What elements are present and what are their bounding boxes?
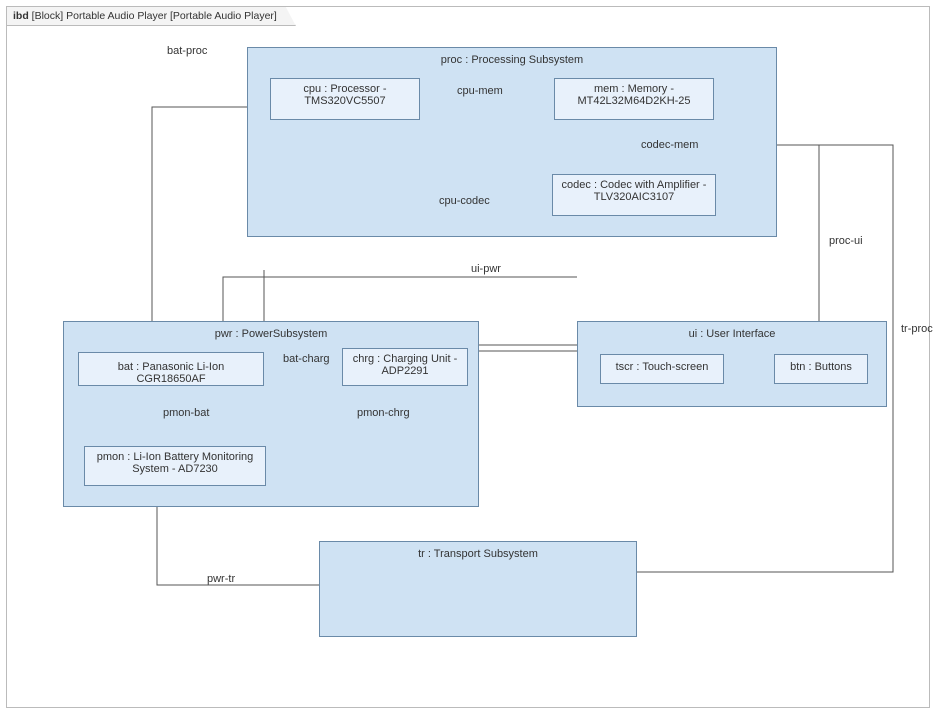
block-pmon[interactable]: pmon : Li-Ion Battery Monitoring System … bbox=[84, 446, 266, 486]
frame-name: [Portable Audio Player] bbox=[170, 10, 277, 22]
block-codec-title: codec : Codec with Amplifier - TLV320AIC… bbox=[553, 175, 715, 207]
frame-tab: ibd [Block] Portable Audio Player [Porta… bbox=[7, 7, 296, 26]
block-tscr[interactable]: tscr : Touch-screen bbox=[600, 354, 724, 384]
block-cpu-title: cpu : Processor - TMS320VC5507 bbox=[271, 79, 419, 111]
block-tr-title: tr : Transport Subsystem bbox=[320, 548, 636, 560]
diagram-frame: ibd [Block] Portable Audio Player [Porta… bbox=[6, 6, 930, 708]
block-pwr-title: pwr : PowerSubsystem bbox=[64, 328, 478, 340]
edge-label-cpu-codec: cpu-codec bbox=[439, 195, 490, 207]
block-codec[interactable]: codec : Codec with Amplifier - TLV320AIC… bbox=[552, 174, 716, 216]
block-bat[interactable]: bat : Panasonic Li-Ion CGR18650AF bbox=[78, 352, 264, 386]
block-ui[interactable]: ui : User Interface tscr : Touch-screen … bbox=[577, 321, 887, 407]
edge-label-pmon-chrg: pmon-chrg bbox=[357, 407, 410, 419]
block-pmon-title: pmon : Li-Ion Battery Monitoring System … bbox=[85, 447, 265, 479]
edge-label-codec-mem: codec-mem bbox=[641, 139, 698, 151]
block-tr[interactable]: tr : Transport Subsystem bbox=[319, 541, 637, 637]
edge-label-pwr-tr: pwr-tr bbox=[207, 573, 235, 585]
block-pwr[interactable]: pwr : PowerSubsystem bat : Panasonic Li-… bbox=[63, 321, 479, 507]
edge-label-pmon-bat: pmon-bat bbox=[163, 407, 209, 419]
frame-prefix: ibd bbox=[13, 10, 29, 22]
block-proc-title: proc : Processing Subsystem bbox=[248, 54, 776, 66]
block-btn-title: btn : Buttons bbox=[775, 355, 867, 377]
block-chrg[interactable]: chrg : Charging Unit - ADP2291 bbox=[342, 348, 468, 386]
block-mem-title: mem : Memory - MT42L32M64D2KH-25 bbox=[555, 79, 713, 111]
block-chrg-title: chrg : Charging Unit - ADP2291 bbox=[343, 349, 467, 381]
edge-label-proc-ui: proc-ui bbox=[829, 235, 863, 247]
edge-label-ui-pwr: ui-pwr bbox=[471, 263, 501, 275]
edge-label-bat-proc: bat-proc bbox=[167, 45, 207, 57]
frame-bracket: [Block] bbox=[32, 10, 64, 22]
block-bat-title: bat : Panasonic Li-Ion CGR18650AF bbox=[79, 353, 263, 389]
block-cpu[interactable]: cpu : Processor - TMS320VC5507 bbox=[270, 78, 420, 120]
edge-label-tr-proc: tr-proc bbox=[901, 323, 933, 335]
block-mem[interactable]: mem : Memory - MT42L32M64D2KH-25 bbox=[554, 78, 714, 120]
block-ui-title: ui : User Interface bbox=[578, 328, 886, 340]
frame-context: Portable Audio Player bbox=[66, 10, 167, 22]
edge-label-bat-charg: bat-charg bbox=[283, 353, 329, 365]
block-btn[interactable]: btn : Buttons bbox=[774, 354, 868, 384]
edge-label-cpu-mem: cpu-mem bbox=[457, 85, 503, 97]
block-tscr-title: tscr : Touch-screen bbox=[601, 355, 723, 377]
